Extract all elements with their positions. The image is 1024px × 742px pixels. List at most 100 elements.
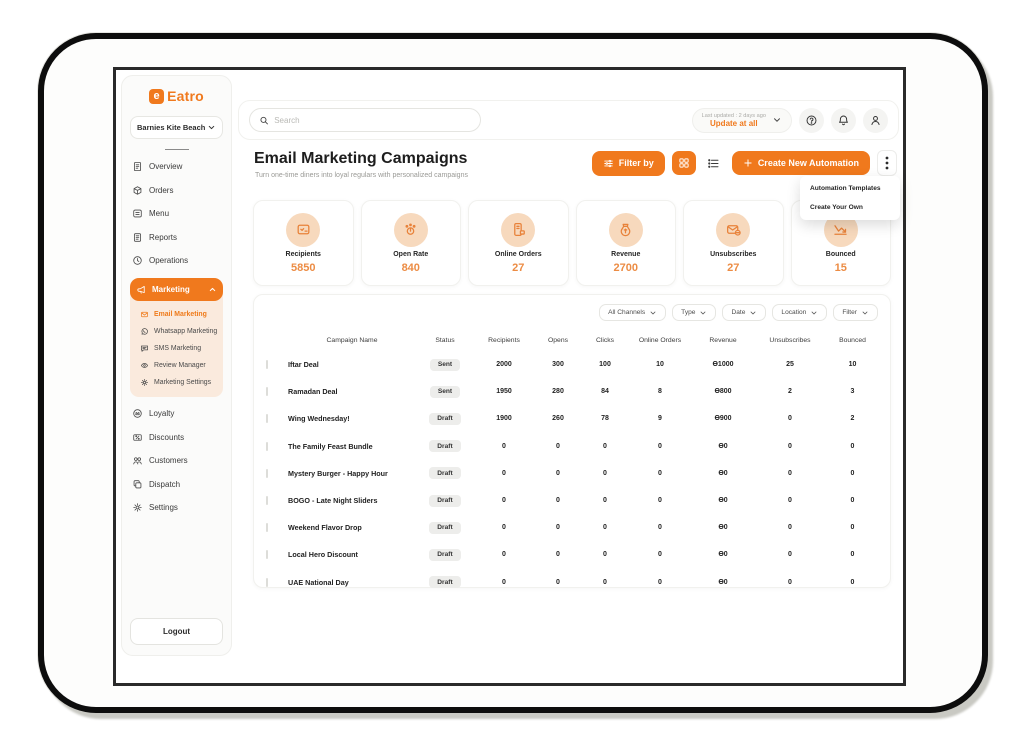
sidebar-item-label: Marketing (152, 284, 190, 294)
filter-pill[interactable]: Type (672, 304, 717, 321)
column-header-recipients: Recipients (488, 336, 520, 344)
chevron-down-icon (750, 311, 756, 314)
column-header-bounced: Bounced (839, 336, 866, 344)
discount-tag-icon (133, 433, 142, 441)
cell-recipients: 0 (502, 524, 506, 532)
sidebar-item-reports[interactable]: Reports (130, 231, 223, 244)
row-checkbox[interactable] (266, 441, 268, 451)
kebab-menu-icon (885, 156, 889, 170)
filter-pill[interactable]: All Channels (599, 304, 667, 321)
cell-unsubscribes: 0 (788, 578, 792, 586)
help-button[interactable] (799, 107, 824, 133)
whatsapp-icon (141, 327, 148, 335)
update-widget[interactable]: Last updated : 2 days ago Update at all (691, 107, 792, 133)
status-badge: Draft (429, 440, 461, 453)
cell-recipients: 1900 (496, 415, 512, 423)
filter-pill[interactable]: Filter (833, 304, 878, 321)
row-checkbox[interactable] (266, 414, 268, 424)
notifications-button[interactable] (831, 107, 856, 133)
phone-order-icon (513, 223, 525, 236)
menu-item-automation-templates[interactable]: Automation Templates (810, 185, 881, 192)
row-checkbox[interactable] (266, 577, 268, 587)
search-bar[interactable] (249, 108, 481, 132)
sidebar-item-operations[interactable]: Operations (130, 254, 223, 267)
row-checkbox[interactable] (266, 468, 268, 478)
cell-online-orders: 0 (658, 524, 662, 532)
more-options-button[interactable] (877, 150, 897, 176)
cell-online-orders: 0 (658, 578, 662, 586)
cell-bounced: 0 (850, 578, 855, 586)
cell-clicks: 78 (601, 415, 609, 423)
logout-button[interactable]: Logout (130, 618, 223, 645)
sidebar-item-loyalty[interactable]: Loyalty (130, 407, 223, 420)
table-row[interactable]: UAE National Day Draft 0 0 0 0 Ɵ0 0 0 (266, 569, 878, 596)
cell-unsubscribes: 0 (788, 469, 792, 477)
cell-online-orders: 0 (658, 469, 662, 477)
sidebar-item-overview[interactable]: Overview (130, 160, 223, 173)
search-icon (260, 116, 268, 124)
sidebar-item-sms-marketing[interactable]: SMS Marketing (140, 344, 219, 353)
sidebar-item-settings[interactable]: Settings (130, 501, 223, 514)
table-row[interactable]: Wing Wednesday! Draft 1900 260 78 9 Ɵ900… (266, 405, 878, 432)
cell-clicks: 84 (601, 388, 609, 396)
sidebar-item-menu[interactable]: Menu (130, 207, 223, 220)
submenu-item-label: Email Marketing (154, 310, 207, 318)
cell-revenue: Ɵ800 (714, 388, 732, 396)
gear-icon (133, 503, 142, 512)
bell-icon (839, 115, 848, 125)
sidebar-item-marketing[interactable]: Marketing (130, 277, 223, 301)
location-selector[interactable]: Barnies Kite Beach (130, 116, 223, 139)
cell-clicks: 0 (603, 551, 607, 559)
grid-icon (679, 158, 689, 168)
filter-icon (604, 159, 613, 167)
profile-button[interactable] (863, 107, 888, 133)
row-checkbox[interactable] (266, 523, 268, 533)
sidebar-item-review-manager[interactable]: Review Manager (140, 361, 219, 370)
row-checkbox[interactable] (266, 550, 268, 560)
stat-label: Revenue (611, 250, 641, 258)
submenu-item-label: Whatsapp Marketing (154, 327, 218, 335)
status-badge: Draft (429, 412, 461, 425)
cell-campaign-name: Weekend Flavor Drop (288, 523, 362, 533)
create-new-automation-button[interactable]: Create New Automation (731, 151, 870, 175)
filter-pill[interactable]: Location (772, 304, 828, 321)
grid-view-button[interactable] (671, 151, 696, 175)
table-row[interactable]: BOGO - Late Night Sliders Draft 0 0 0 0 … (266, 487, 878, 514)
sidebar-item-discounts[interactable]: Discounts (130, 431, 223, 444)
sidebar-item-dispatch[interactable]: Dispatch (130, 478, 223, 491)
cell-campaign-name: The Family Feast Bundle (288, 441, 373, 451)
menu-item-create-your-own[interactable]: Create Your Own (810, 204, 863, 211)
list-view-button[interactable] (703, 152, 725, 174)
row-checkbox[interactable] (266, 360, 268, 370)
row-checkbox[interactable] (266, 496, 268, 506)
cell-unsubscribes: 0 (788, 524, 792, 532)
automation-dropdown-menu: Automation Templates Create Your Own (800, 176, 900, 220)
cell-bounced: 0 (850, 524, 855, 532)
stat-label: Recipients (285, 250, 321, 258)
row-checkbox[interactable] (266, 387, 268, 397)
stat-card-recipients: Recipients 5850 (253, 200, 354, 286)
topbar-right: Last updated : 2 days ago Update at all (691, 107, 888, 133)
sidebar-item-customers[interactable]: Customers (130, 454, 223, 467)
sidebar-item-orders[interactable]: Orders (130, 184, 223, 197)
search-input[interactable] (274, 115, 471, 125)
filter-by-button[interactable]: Filter by (591, 150, 665, 176)
cell-online-orders: 9 (658, 415, 662, 423)
stat-label: Unsubscribes (710, 250, 757, 258)
table-row[interactable]: Weekend Flavor Drop Draft 0 0 0 0 Ɵ0 0 0 (266, 514, 878, 541)
filter-pill[interactable]: Date (722, 304, 767, 321)
chat-bubble-icon (141, 345, 148, 352)
cell-recipients: 2000 (496, 361, 512, 369)
submenu-item-label: Marketing Settings (154, 378, 212, 386)
table-row[interactable]: Iftar Deal Sent 2000 300 100 10 Ɵ1000 25… (266, 351, 878, 378)
table-row[interactable]: The Family Feast Bundle Draft 0 0 0 0 Ɵ0… (266, 433, 878, 460)
sidebar-item-whatsapp-marketing[interactable]: Whatsapp Marketing (140, 327, 219, 336)
sidebar-item-marketing-settings[interactable]: Marketing Settings (140, 378, 219, 387)
cell-unsubscribes: 2 (788, 388, 792, 396)
table-row[interactable]: Mystery Burger - Happy Hour Draft 0 0 0 … (266, 460, 878, 487)
sidebar-item-email-marketing[interactable]: Email Marketing (140, 310, 219, 319)
table-row[interactable]: Local Hero Discount Draft 0 0 0 0 Ɵ0 0 0 (266, 541, 878, 568)
table-row[interactable]: Ramadan Deal Sent 1950 280 84 8 Ɵ800 2 3 (266, 378, 878, 405)
location-label: Barnies Kite Beach (137, 123, 206, 132)
eatro-logo: e Eatro (130, 88, 223, 104)
